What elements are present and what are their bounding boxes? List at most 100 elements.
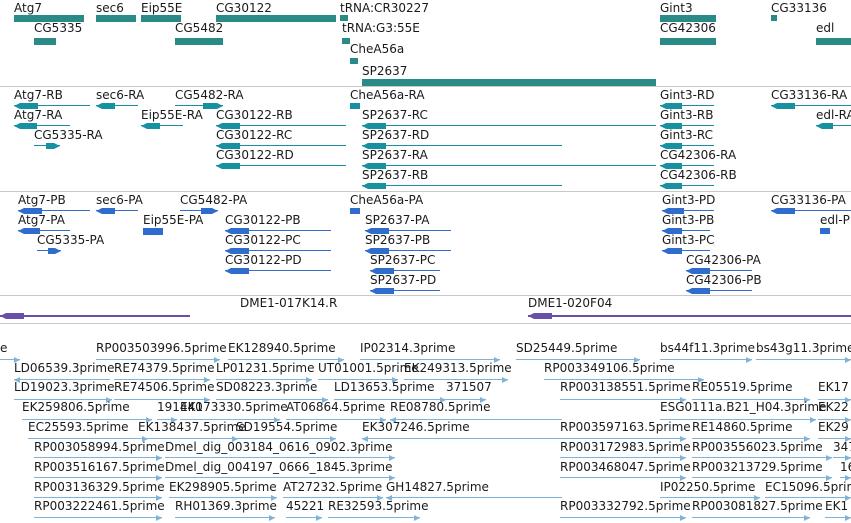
direction-arrow-right-icon xyxy=(389,475,395,481)
direction-arrow-right-icon xyxy=(414,515,420,521)
feature-glyph xyxy=(660,165,714,166)
direction-arrow-right-icon xyxy=(845,475,851,481)
direction-arrow-right-icon xyxy=(810,417,816,423)
direction-arrow-left-icon xyxy=(816,123,822,129)
feature-glyph xyxy=(560,399,686,400)
feature-label: sec6-PA xyxy=(96,193,143,207)
feature-glyph xyxy=(328,517,420,518)
feature-label: Gint3-RC xyxy=(660,128,714,142)
feature-glyph xyxy=(216,15,336,22)
feature-label: RP003213729.5prime xyxy=(692,460,823,474)
direction-arrow-right-icon xyxy=(106,397,112,403)
feature-glyph xyxy=(18,230,70,231)
feature-glyph xyxy=(692,438,810,439)
feature-glyph xyxy=(818,438,851,439)
feature-label: LD13653.5prime xyxy=(334,380,435,394)
feature-glyph xyxy=(342,38,350,44)
feature-glyph xyxy=(165,457,395,458)
feature-label: LD06539.3prime xyxy=(14,361,115,375)
feature-exon xyxy=(222,143,240,149)
direction-arrow-right-icon xyxy=(316,515,322,521)
direction-arrow-right-icon xyxy=(845,357,851,363)
direction-arrow-right-icon xyxy=(845,417,851,423)
feature-label: 45221 xyxy=(286,499,325,513)
feature-label: CG5335-PA xyxy=(37,233,105,247)
feature-label: CG5335 xyxy=(34,21,83,35)
direction-arrow-right-icon xyxy=(746,357,752,363)
direction-arrow-right-icon xyxy=(156,475,162,481)
direction-arrow-right-icon xyxy=(55,248,61,254)
feature-label: Gint3-PB xyxy=(662,213,715,227)
feature-glyph xyxy=(114,399,210,400)
feature-glyph xyxy=(833,457,851,458)
feature-glyph xyxy=(816,38,851,45)
feature-glyph xyxy=(692,517,810,518)
feature-label: RH01369.3prime xyxy=(175,499,277,513)
feature-label: RP003138551.5prime xyxy=(560,380,691,394)
feature-glyph xyxy=(18,210,90,211)
feature-label: RE32593.5prime xyxy=(328,499,429,513)
clone-track: DME1-017K14.R DME1-020F04 xyxy=(0,296,851,323)
feature-glyph xyxy=(175,105,223,106)
feature-label: SP2637-RB xyxy=(362,168,429,182)
feature-label: Atg7-RB xyxy=(14,88,63,102)
feature-exon xyxy=(376,268,394,274)
feature-exon xyxy=(668,248,682,254)
feature-label: CG30122-PD xyxy=(225,253,302,267)
feature-glyph xyxy=(662,230,710,231)
direction-arrow-left-icon xyxy=(0,313,6,319)
feature-glyph xyxy=(560,457,686,458)
feature-glyph xyxy=(350,208,360,214)
feature-label: EC25593.5prime xyxy=(28,420,129,434)
track-separator xyxy=(0,295,851,296)
direction-arrow-right-icon xyxy=(212,208,218,214)
feature-glyph xyxy=(660,38,716,45)
direction-arrow-left-icon xyxy=(528,313,534,319)
feature-glyph xyxy=(216,399,328,400)
feature-glyph xyxy=(560,438,686,439)
feature-exon xyxy=(668,228,682,234)
feature-glyph xyxy=(370,270,440,271)
feature-label: Atg7-PA xyxy=(18,213,65,227)
feature-glyph xyxy=(362,185,562,186)
feature-glyph xyxy=(686,290,752,291)
direction-arrow-left-icon xyxy=(365,248,371,254)
feature-glyph xyxy=(180,210,218,211)
feature-glyph xyxy=(138,438,238,439)
feature-label: EK307246.5prime xyxy=(362,420,470,434)
feature-glyph xyxy=(0,315,190,317)
feature-exon xyxy=(20,103,38,109)
direction-arrow-right-icon xyxy=(392,377,398,383)
direction-arrow-right-icon xyxy=(214,357,220,363)
feature-exon xyxy=(222,123,240,129)
feature-label: SP2637-PD xyxy=(370,273,437,287)
feature-label: Atg7-PB xyxy=(18,193,66,207)
direction-arrow-right-icon xyxy=(804,397,810,403)
feature-label: RP003222461.5prime xyxy=(34,499,165,513)
direction-arrow-left-icon xyxy=(686,268,692,274)
feature-glyph xyxy=(350,103,360,109)
direction-arrow-left-icon xyxy=(14,103,20,109)
feature-label: bs44f11.3prime xyxy=(660,341,756,355)
direction-arrow-left-icon xyxy=(686,288,692,294)
feature-glyph xyxy=(362,125,656,126)
feature-glyph xyxy=(756,359,851,360)
feature-exon xyxy=(24,228,40,234)
feature-label: CG42306-RA xyxy=(660,148,737,162)
feature-label: CG30122 xyxy=(216,1,272,15)
feature-label: RE05519.5prime xyxy=(692,380,793,394)
feature-label: RP003349106.5prime xyxy=(544,361,675,375)
direction-arrow-left-icon xyxy=(362,123,368,129)
direction-arrow-left-icon xyxy=(362,163,368,169)
feature-glyph xyxy=(34,457,162,458)
direction-arrow-left-icon xyxy=(390,417,396,423)
feature-exon xyxy=(231,268,249,274)
feature-glyph xyxy=(225,230,331,231)
feature-exon xyxy=(368,143,386,149)
direction-arrow-right-icon xyxy=(306,377,312,383)
direction-arrow-right-icon xyxy=(156,455,162,461)
feature-label: LP01231.5prime xyxy=(216,361,315,375)
feature-label: SP2637-RA xyxy=(362,148,428,162)
feature-label: ESG0111a.B21_H04.3prime xyxy=(660,400,827,414)
feature-label: CG42306-PB xyxy=(686,273,762,287)
